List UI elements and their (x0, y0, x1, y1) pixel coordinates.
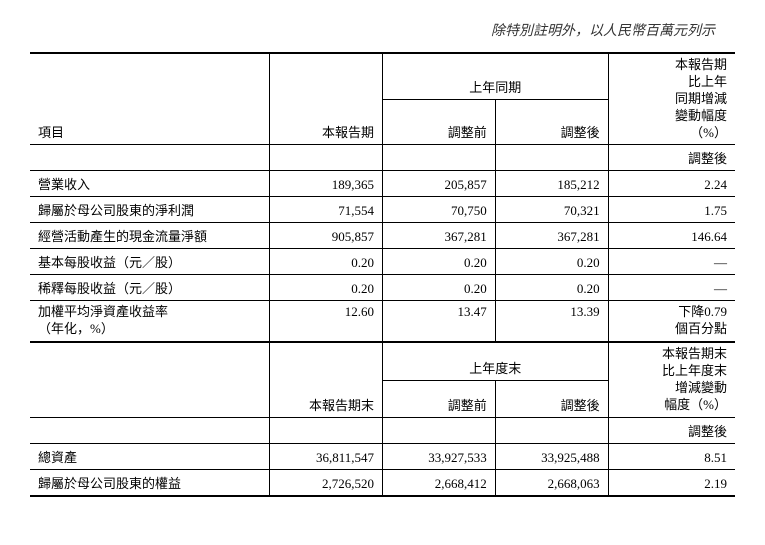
col-header-after: 調整後 (561, 125, 600, 140)
col-header-before-end: 調整前 (448, 398, 487, 413)
group-header-prior-end: 上年度末 (469, 361, 521, 376)
group-header-prior: 上年同期 (469, 80, 521, 95)
col-sub-change: 調整後 (688, 151, 727, 166)
col-header-change: 本報告期 比上年 同期增減 變動幅度 （%） (608, 53, 735, 145)
table-row: 稀釋每股收益（元／股） 0.20 0.20 0.20 — (30, 275, 735, 301)
row-change-roe: 下降0.79個百分點 (608, 301, 735, 342)
table-row: 歸屬於母公司股東的權益 2,726,520 2,668,412 2,668,06… (30, 469, 735, 496)
col-header-change-end: 本報告期末 比上年度末 增減變動 幅度（%） (608, 342, 735, 417)
row-label-roe: 加權平均淨資產收益率（年化，%） (30, 301, 270, 342)
table-row: 加權平均淨資產收益率（年化，%） 12.60 13.47 13.39 下降0.7… (30, 301, 735, 342)
table-row: 總資產 36,811,547 33,927,533 33,925,488 8.5… (30, 443, 735, 469)
col-header-before: 調整前 (448, 125, 487, 140)
col-sub-change-end: 調整後 (688, 424, 727, 439)
col-header-after-end: 調整後 (561, 398, 600, 413)
table-row: 經營活動產生的現金流量淨額 905,857 367,281 367,281 14… (30, 223, 735, 249)
table-caption: 除特別註明外，以人民幣百萬元列示 (30, 20, 735, 40)
table-row: 營業收入 189,365 205,857 185,212 2.24 (30, 171, 735, 197)
financial-table: 項目 本報告期 上年同期 本報告期 比上年 同期增減 變動幅度 （%） 調整前 … (30, 52, 735, 497)
col-header-current: 本報告期 (322, 125, 374, 140)
table-row: 歸屬於母公司股東的淨利潤 71,554 70,750 70,321 1.75 (30, 197, 735, 223)
table-row: 基本每股收益（元／股） 0.20 0.20 0.20 — (30, 249, 735, 275)
col-header-current-end: 本報告期末 (309, 398, 374, 413)
col-header-item: 項目 (38, 125, 64, 140)
